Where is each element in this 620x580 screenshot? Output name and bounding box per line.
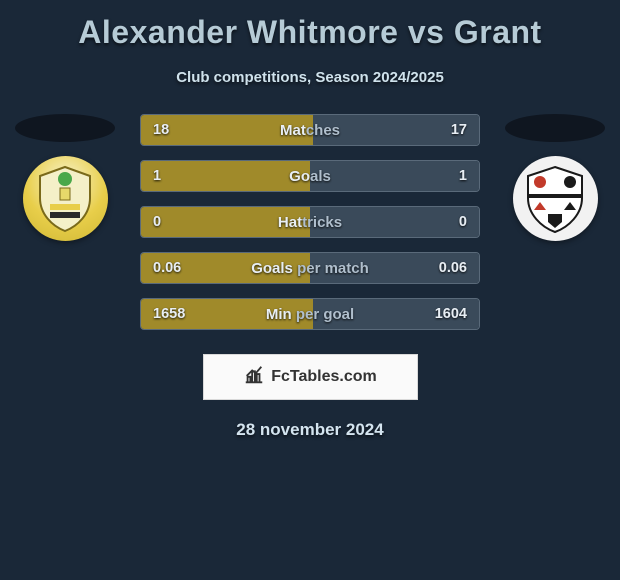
bar-chart-icon: [243, 364, 265, 391]
stat-label: Goals: [289, 168, 331, 185]
player-slot-right: [505, 114, 605, 142]
stat-bar: 0.06 Goals per match 0.06: [140, 252, 480, 284]
stat-bar: 1658 Min per goal 1604: [140, 298, 480, 330]
date-label: 28 november 2024: [0, 420, 620, 440]
stat-bar: 0 Hattricks 0: [140, 206, 480, 238]
club-crest-left-icon: [23, 156, 108, 241]
club-crest-right-icon: [513, 156, 598, 241]
stat-label: Matches: [280, 122, 340, 139]
stat-label: Goals per match: [251, 260, 369, 277]
stat-value-left: 0.06: [153, 260, 181, 276]
stat-bar: 18 Matches 17: [140, 114, 480, 146]
stat-bar: 1 Goals 1: [140, 160, 480, 192]
stat-value-left: 18: [153, 122, 169, 138]
stat-value-left: 1: [153, 168, 161, 184]
club-right: [500, 114, 610, 241]
brand-label: FcTables.com: [271, 368, 377, 386]
comparison-row: 18 Matches 17 1 Goals 1 0 Hattricks 0 0.06 Goals p…: [0, 114, 620, 330]
club-left: [10, 114, 120, 241]
bar-fill-left: [141, 161, 310, 191]
bar-fill-right: [310, 161, 479, 191]
subtitle: Club competitions, Season 2024/2025: [0, 51, 620, 86]
player-slot-left: [15, 114, 115, 142]
page-title: Alexander Whitmore vs Grant: [0, 0, 620, 51]
brand-badge[interactable]: FcTables.com: [203, 354, 418, 400]
stat-value-left: 0: [153, 214, 161, 230]
stat-value-right: 0.06: [439, 260, 467, 276]
stat-label: Min per goal: [266, 306, 354, 323]
stat-label: Hattricks: [278, 214, 342, 231]
stat-value-right: 1604: [435, 306, 467, 322]
stat-bars: 18 Matches 17 1 Goals 1 0 Hattricks 0 0.06 Goals p…: [140, 114, 480, 330]
stat-value-right: 17: [451, 122, 467, 138]
stat-value-right: 1: [459, 168, 467, 184]
stat-value-right: 0: [459, 214, 467, 230]
stat-value-left: 1658: [153, 306, 185, 322]
